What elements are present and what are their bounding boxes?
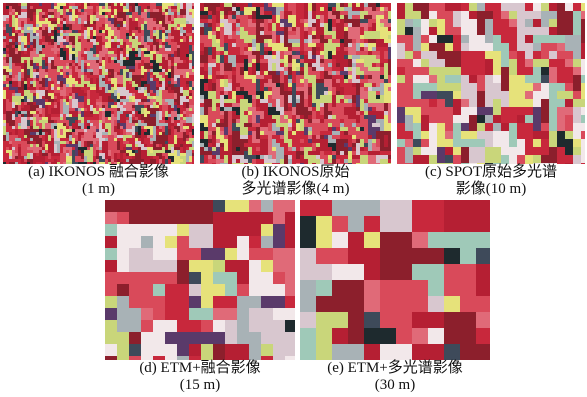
caption-b-line2: 多光谱影像(4 m) <box>241 181 350 197</box>
image-pixels <box>300 200 490 360</box>
caption-e-line2: (30 m) <box>374 377 416 393</box>
satellite-image-ikonos-multispectral <box>200 3 391 164</box>
image-pixels <box>3 3 194 164</box>
caption-c: (c) SPOT原始多光谱 影像(10 m) <box>397 164 585 198</box>
caption-d: (d) ETM+融合影像 (15 m) <box>105 360 295 394</box>
image-pixels <box>397 3 585 164</box>
caption-e-line1: (e) ETM+多光谱影像 <box>327 360 463 376</box>
caption-a: (a) IKONOS 融合影像 (1 m) <box>3 164 194 198</box>
satellite-image-etm-fused <box>105 200 295 360</box>
image-pixels <box>200 3 391 164</box>
caption-c-line1: (c) SPOT原始多光谱 <box>424 164 558 180</box>
satellite-image-ikonos-fused <box>3 3 194 164</box>
satellite-image-spot-multispectral <box>397 3 585 164</box>
satellite-image-etm-multispectral <box>300 200 490 360</box>
caption-e: (e) ETM+多光谱影像 (30 m) <box>300 360 490 394</box>
caption-b: (b) IKONOS原始 多光谱影像(4 m) <box>200 164 391 198</box>
caption-c-line2: 影像(10 m) <box>455 181 527 197</box>
caption-a-line1: (a) IKONOS 融合影像 <box>28 164 169 180</box>
caption-a-line2: (1 m) <box>82 181 115 197</box>
image-pixels <box>105 200 295 360</box>
caption-d-line2: (15 m) <box>179 377 221 393</box>
caption-d-line1: (d) ETM+融合影像 <box>139 360 261 376</box>
caption-b-line1: (b) IKONOS原始 <box>241 164 350 180</box>
